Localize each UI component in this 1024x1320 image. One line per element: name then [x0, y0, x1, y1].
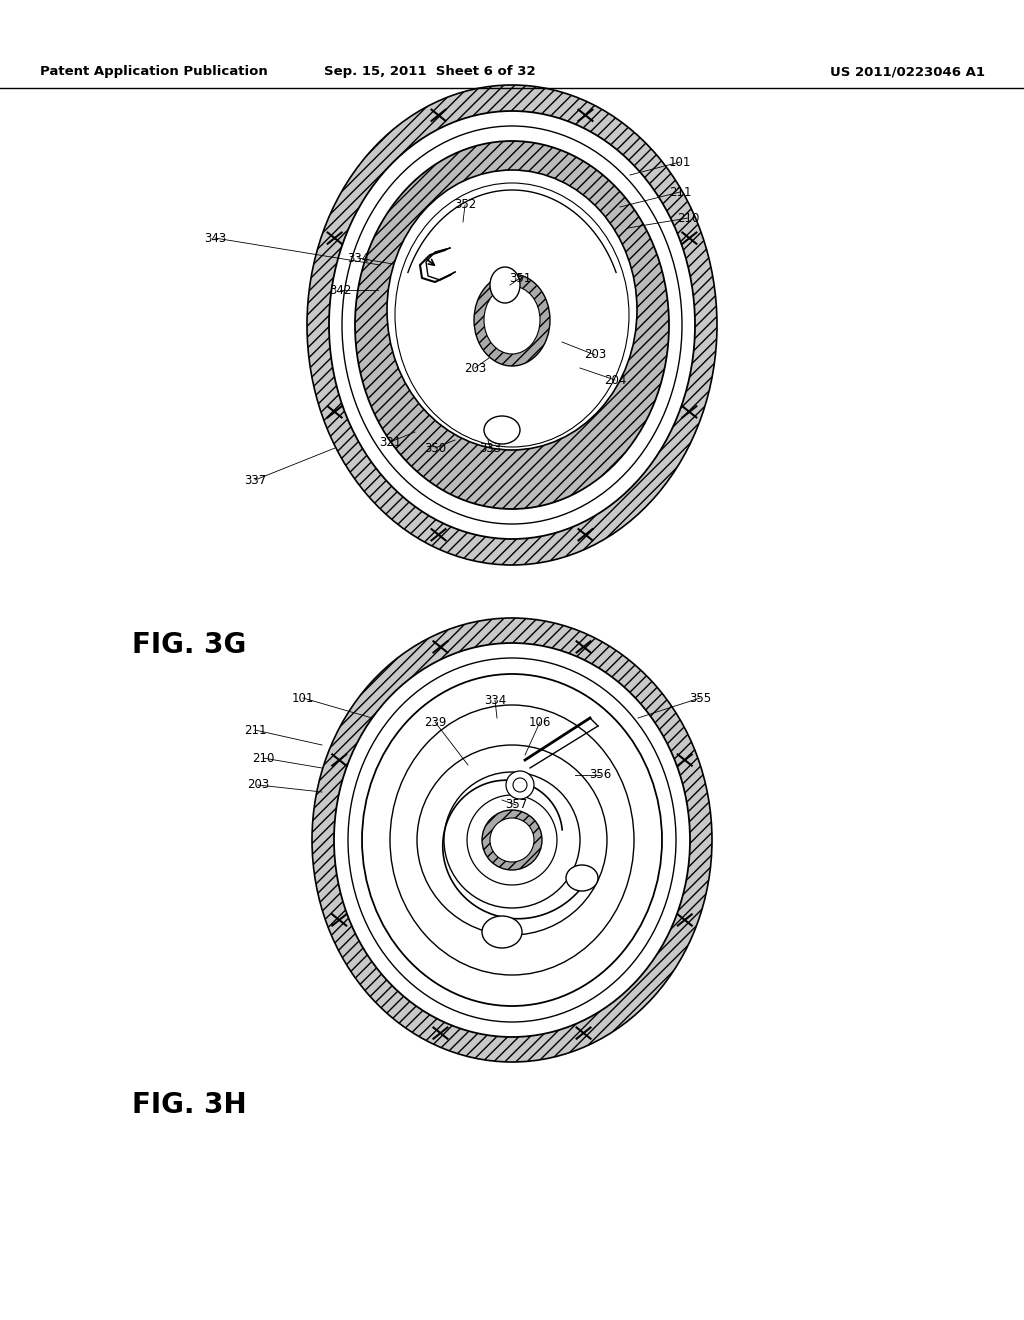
- Ellipse shape: [474, 275, 550, 366]
- Text: 106: 106: [528, 715, 551, 729]
- Ellipse shape: [387, 170, 637, 450]
- Text: 357: 357: [505, 799, 527, 812]
- Text: US 2011/0223046 A1: US 2011/0223046 A1: [830, 66, 985, 78]
- Ellipse shape: [334, 643, 690, 1038]
- Ellipse shape: [355, 141, 669, 510]
- Text: 321: 321: [379, 436, 401, 449]
- Text: Sep. 15, 2011  Sheet 6 of 32: Sep. 15, 2011 Sheet 6 of 32: [325, 66, 536, 78]
- Text: 211: 211: [669, 186, 691, 198]
- Circle shape: [467, 795, 557, 884]
- Text: 337: 337: [244, 474, 266, 487]
- Text: 211: 211: [244, 723, 266, 737]
- Text: 334: 334: [484, 693, 506, 706]
- Text: 210: 210: [677, 211, 699, 224]
- Ellipse shape: [490, 267, 520, 304]
- Text: FIG. 3G: FIG. 3G: [132, 631, 246, 659]
- Text: 203: 203: [247, 779, 269, 792]
- Text: 343: 343: [204, 231, 226, 244]
- Text: 356: 356: [589, 768, 611, 781]
- Ellipse shape: [482, 810, 542, 870]
- Ellipse shape: [348, 657, 676, 1022]
- Circle shape: [506, 771, 534, 799]
- Circle shape: [490, 818, 534, 862]
- Text: 101: 101: [292, 692, 314, 705]
- Text: 101: 101: [669, 156, 691, 169]
- Text: 239: 239: [424, 715, 446, 729]
- Ellipse shape: [342, 125, 682, 524]
- Ellipse shape: [312, 618, 712, 1063]
- Text: 334: 334: [347, 252, 369, 264]
- Ellipse shape: [390, 705, 634, 975]
- Ellipse shape: [566, 865, 598, 891]
- Text: 351: 351: [509, 272, 531, 285]
- Ellipse shape: [482, 916, 522, 948]
- Text: 210: 210: [252, 751, 274, 764]
- Ellipse shape: [362, 675, 662, 1006]
- Text: 350: 350: [424, 441, 446, 454]
- Text: 333: 333: [479, 441, 501, 454]
- Text: 203: 203: [584, 348, 606, 362]
- Ellipse shape: [484, 416, 520, 444]
- Circle shape: [513, 777, 527, 792]
- Text: 355: 355: [689, 692, 711, 705]
- Ellipse shape: [484, 286, 540, 354]
- Ellipse shape: [307, 84, 717, 565]
- Ellipse shape: [395, 183, 629, 447]
- Text: Patent Application Publication: Patent Application Publication: [40, 66, 267, 78]
- Circle shape: [417, 744, 607, 935]
- Text: 342: 342: [329, 284, 351, 297]
- Ellipse shape: [329, 111, 695, 539]
- Text: 203: 203: [464, 362, 486, 375]
- Text: FIG. 3H: FIG. 3H: [132, 1092, 247, 1119]
- Text: 204: 204: [604, 374, 627, 387]
- Text: 352: 352: [454, 198, 476, 211]
- Circle shape: [444, 772, 580, 908]
